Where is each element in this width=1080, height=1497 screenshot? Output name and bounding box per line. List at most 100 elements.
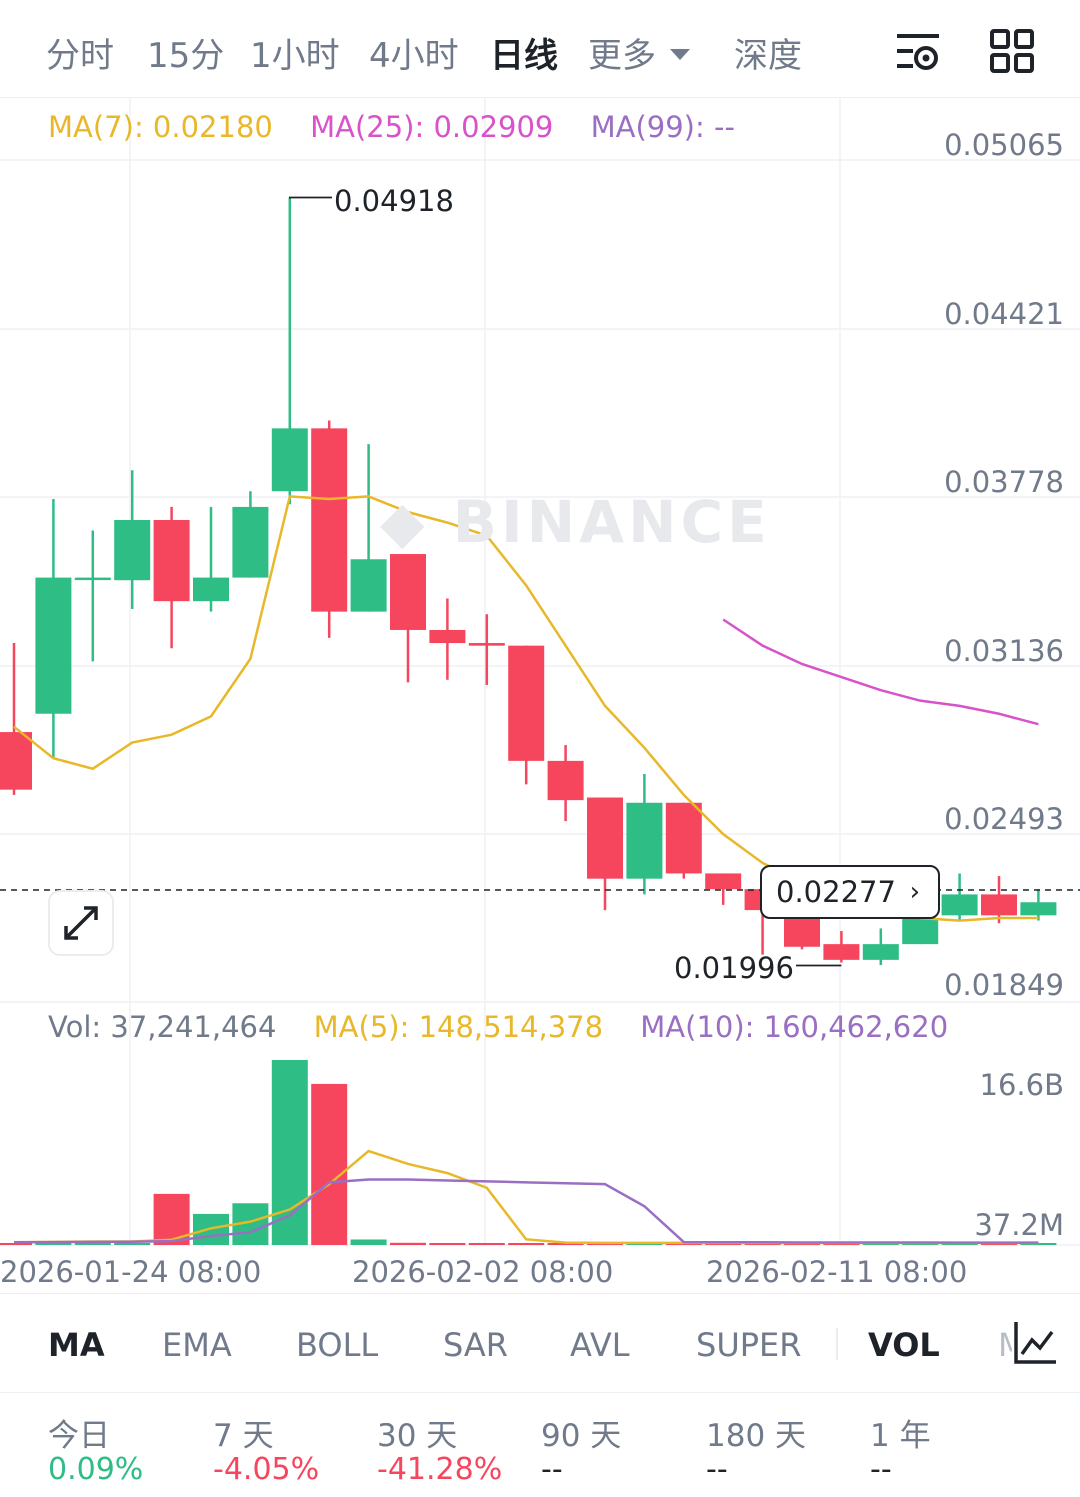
date-axis-label: 2026-01-24 08:00 [0,1255,262,1289]
volume-ma10-line [13,1178,1039,1244]
candle-body [429,629,466,644]
candle-body [665,802,702,874]
indicator-settings-icon[interactable] [1012,1320,1058,1366]
volume-axis-label: 16.6B [979,1068,1064,1102]
tab-more[interactable]: 更多 [588,28,690,77]
candle-body [271,428,308,492]
volume-bar [114,1243,151,1245]
price-axis-label: 0.03778 [944,465,1064,499]
candle-body [390,554,426,630]
tab-boll[interactable]: BOLL [296,1326,379,1364]
current-price-value: 0.02277 [776,875,896,909]
tab-vol[interactable]: VOL [868,1326,940,1364]
indicator-tabs: MA EMA BOLL SAR AVL SUPER VOL M [0,1293,1080,1393]
perf-label: 7 天 [213,1418,274,1454]
candle-body [705,873,742,890]
kline-chart[interactable] [0,0,1080,1300]
perf-label: 今日 [48,1418,110,1454]
volume-value: Vol: 37,241,464 [48,1010,277,1044]
volume-ma10-value: MA(10): 160,462,620 [640,1010,949,1044]
price-axis-label: 0.05065 [944,128,1064,162]
tab-macd-partial[interactable]: M [998,1326,1012,1364]
perf-7d: 7 天 -4.05% [213,1410,319,1487]
perf-value: -41.28% [377,1452,503,1487]
candle-body [902,917,939,945]
low-price-marker: 0.01996 [674,951,794,985]
volume-bar [271,1060,308,1245]
settings-icon[interactable] [895,28,941,74]
candle-body [823,944,860,960]
volume-bar [311,1083,348,1245]
perf-label: 90 天 [541,1418,622,1454]
volume-bar [468,1243,505,1245]
tab-sar[interactable]: SAR [443,1326,509,1364]
candle-body [193,577,229,602]
candle-body [35,577,72,714]
tab-ema[interactable]: EMA [162,1326,232,1364]
candle-body [114,519,151,581]
perf-value: -4.05% [213,1452,320,1487]
candle-body [153,519,190,602]
volume-ma-legend: Vol: 37,241,464 MA(5): 148,514,378 MA(10… [48,1010,976,1044]
volume-axis-label: 37.2M [974,1208,1064,1242]
date-axis-label: 2026-02-11 08:00 [706,1255,968,1289]
fullscreen-button[interactable] [48,890,114,956]
chevron-right-icon: › [909,877,920,907]
candle-body [232,506,269,578]
volume-bar [0,1243,32,1245]
perf-label: 30 天 [377,1418,458,1454]
candle-body [468,643,505,646]
watermark-text: BINANCE [452,488,771,556]
price-axis-label: 0.03136 [944,634,1064,668]
grid-layout-icon[interactable] [989,28,1035,74]
perf-value: 0.09% [48,1452,144,1487]
perf-value: -- [541,1452,563,1487]
candle-body [1020,902,1057,916]
perf-30d: 30 天 -41.28% [377,1410,502,1487]
current-price-tag[interactable]: 0.02277 › [760,865,940,919]
tab-1hour[interactable]: 1小时 [250,36,340,76]
candle-body [350,559,387,612]
price-axis-label: 0.01849 [944,968,1064,1002]
perf-1y: 1 年 -- [870,1410,931,1487]
chevron-down-icon [670,49,690,60]
candle-body [587,797,623,879]
perf-90d: 90 天 -- [541,1410,621,1487]
candle-body [508,645,545,761]
candle-body [74,577,111,581]
tab-depth[interactable]: 深度 [734,36,802,76]
candle-body [941,894,978,916]
tab-15min[interactable]: 15分 [147,36,225,76]
perf-today: 今日 0.09% [48,1410,143,1487]
volume-bar [429,1243,466,1245]
high-marker-line [288,196,332,199]
price-axis-label: 0.04421 [944,297,1064,331]
ma99-value: MA(99): -- [590,110,735,144]
volume-ma5-value: MA(5): 148,514,378 [313,1010,604,1044]
tab-4hour[interactable]: 4小时 [369,36,459,76]
perf-value: -- [706,1452,728,1487]
candle-body [0,732,32,790]
tab-super[interactable]: SUPER [696,1326,802,1364]
tab-more-label: 更多 [588,36,656,76]
volume-bar [547,1243,584,1245]
interval-tabs: 分时 15分 1小时 4小时 日线 更多 深度 [0,0,1080,98]
perf-value: -- [870,1452,892,1487]
candle-body [547,760,584,801]
perf-180d: 180 天 -- [706,1410,806,1487]
ma25-line [722,618,1039,726]
tab-daily[interactable]: 日线 [490,36,558,76]
tab-avl[interactable]: AVL [570,1326,630,1364]
ma25-value: MA(25): 0.02909 [310,110,554,144]
price-axis-label: 0.02493 [944,802,1064,836]
candle-body [862,944,899,960]
tab-ma[interactable]: MA [48,1326,105,1364]
candle-body [311,428,348,612]
price-ma-legend: MA(7): 0.02180 MA(25): 0.02909 MA(99): -… [48,110,763,144]
expand-icon [64,906,98,940]
tab-time-sharing[interactable]: 分时 [46,36,114,76]
volume-bar [35,1242,72,1245]
perf-label: 180 天 [706,1418,807,1454]
candle-body [981,894,1017,916]
candle-body [626,802,663,879]
